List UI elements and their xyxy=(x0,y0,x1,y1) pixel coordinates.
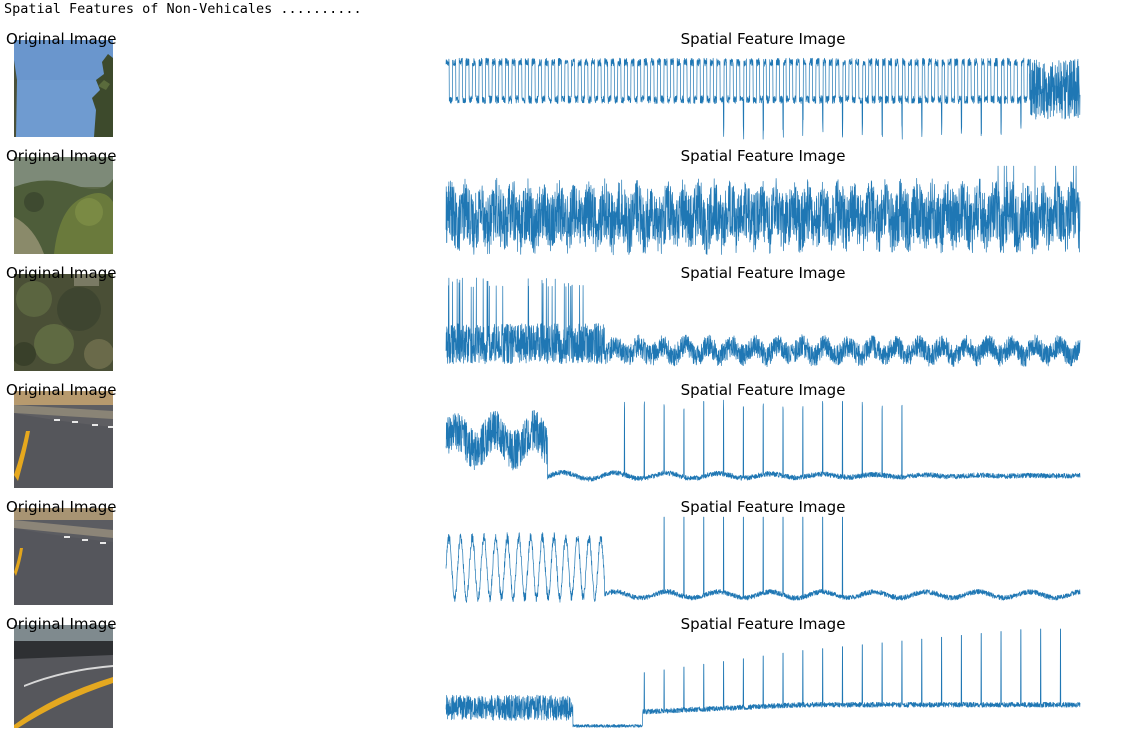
spatial-feature-title: Spatial Feature Image xyxy=(680,30,846,48)
figure-row: Original Image Spatial Feature Image xyxy=(0,264,1123,381)
original-image-title: Original Image xyxy=(6,498,117,516)
spatial-feature-line xyxy=(445,165,1081,256)
spatial-feature-chart xyxy=(445,165,1081,256)
spatial-feature-plot xyxy=(445,161,1081,262)
spatial-feature-chart xyxy=(445,628,1081,728)
spatial-feature-title: Spatial Feature Image xyxy=(680,498,846,516)
spatial-feature-chart xyxy=(445,516,1081,603)
original-image-title: Original Image xyxy=(6,147,117,165)
spatial-feature-title: Spatial Feature Image xyxy=(680,381,846,399)
original-image-title: Original Image xyxy=(6,30,117,48)
original-image-thumbnail xyxy=(14,40,113,137)
figure-row: Original Image Spatial Feature Image xyxy=(0,147,1123,264)
spatial-feature-line xyxy=(445,628,1081,728)
spatial-feature-line xyxy=(445,57,1081,140)
spatial-feature-line xyxy=(445,277,1081,368)
original-image-thumbnail xyxy=(14,508,113,605)
spatial-feature-chart xyxy=(445,57,1081,140)
spatial-feature-line xyxy=(445,516,1081,603)
spatial-feature-title: Spatial Feature Image xyxy=(680,264,846,282)
spatial-feature-chart xyxy=(445,399,1081,482)
figure-row: Original Image Spatial Feature Image xyxy=(0,498,1123,615)
spatial-feature-plot xyxy=(445,512,1081,613)
figure-row: Original Image Spatial Feature Image xyxy=(0,381,1123,498)
spatial-feature-plot xyxy=(445,628,1081,730)
original-image-thumbnail xyxy=(14,157,113,254)
spatial-feature-plot xyxy=(445,277,1081,379)
spatial-feature-chart xyxy=(445,277,1081,368)
spatial-feature-plot xyxy=(445,44,1081,145)
figure-row: Original Image Spatial Feature Image xyxy=(0,615,1123,732)
output-header: Spatial Features of Non-Vehicales ......… xyxy=(4,1,362,17)
figure-row: Original Image Spatial Feature Image xyxy=(0,30,1123,147)
original-image-thumbnail xyxy=(14,625,113,728)
spatial-feature-title: Spatial Feature Image xyxy=(680,147,846,165)
spatial-feature-line xyxy=(445,399,1081,482)
original-image-title: Original Image xyxy=(6,381,117,399)
original-image-thumbnail xyxy=(14,391,113,488)
original-image-title: Original Image xyxy=(6,615,117,633)
spatial-feature-plot xyxy=(445,395,1081,496)
original-image-thumbnail xyxy=(14,274,113,371)
original-image-title: Original Image xyxy=(6,264,117,282)
spatial-feature-title: Spatial Feature Image xyxy=(680,615,846,633)
